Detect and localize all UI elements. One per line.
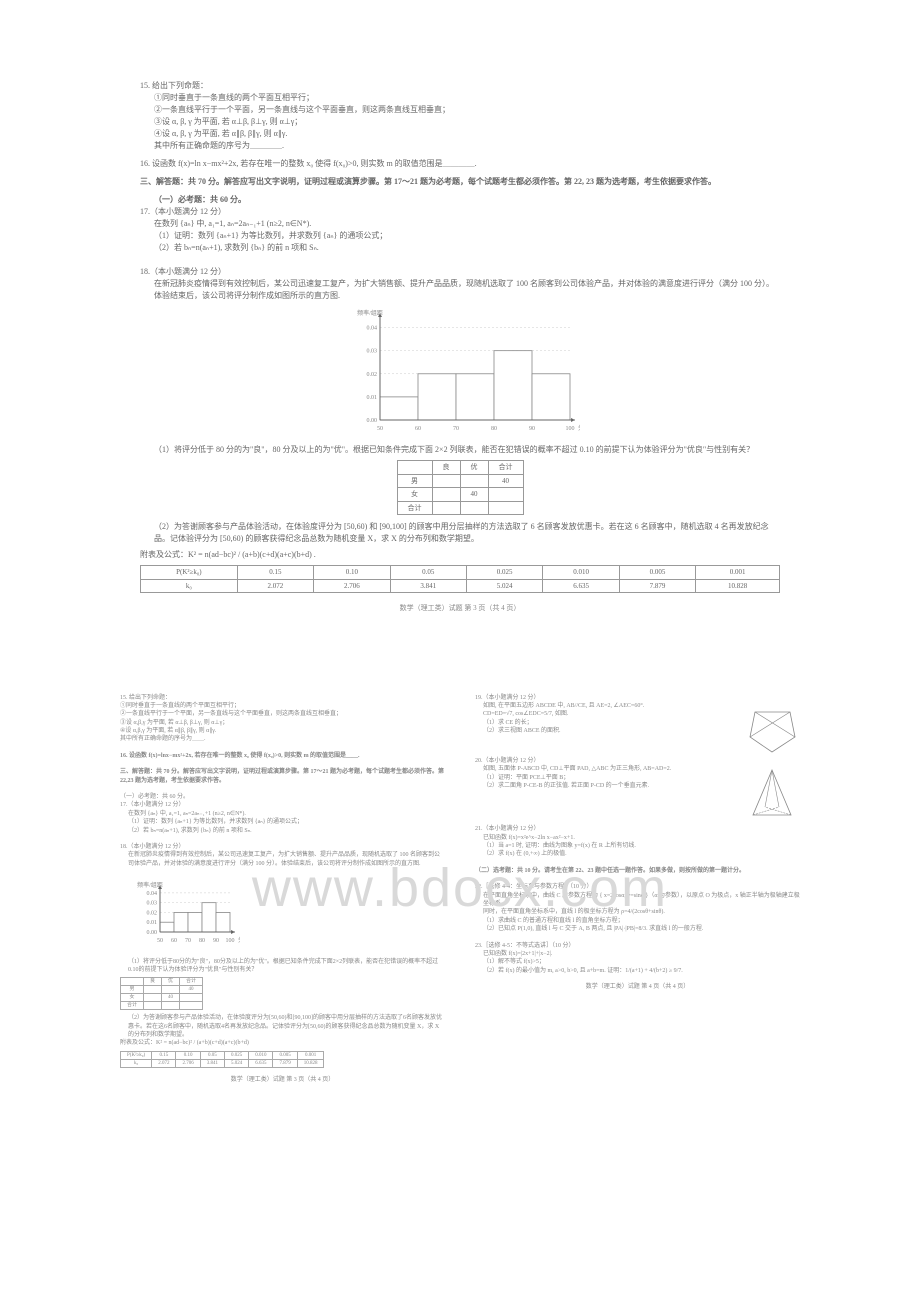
section-3-sub: （一）必考题：共 60 分。: [140, 194, 780, 206]
svg-text:90: 90: [529, 426, 535, 432]
p2-q23h: 23.［选修 4-5：不等式选讲］（10 分）: [475, 942, 800, 950]
q17-line1: 在数列 {aₙ} 中, a₁=1, aₙ=2aₙ₋₁+1 (n≥2, n∈N*)…: [140, 218, 780, 230]
p2-q17h: 17.（本小题满分 12 分）: [120, 801, 445, 809]
p2-q20h: 20.（本小题满分 12 分）: [475, 757, 800, 765]
p2-chi-table: P(K²≥k₀)0.150.100.050.0250.0100.0050.001…: [120, 1051, 324, 1068]
p2-q21b: 已知函数 f(x)=x²e^x−2ln x−ax²−x+1. （1）当 a=1 …: [475, 834, 800, 859]
p2-q18intro: 在新冠肺炎疫情得到有效控制后，某公司迅速复工复产，为扩大销售额、提升产品品质，现…: [120, 851, 445, 868]
svg-text:频率/组距: 频率/组距: [137, 881, 163, 889]
svg-text:90: 90: [213, 938, 219, 944]
svg-text:0.02: 0.02: [367, 372, 378, 378]
svg-text:0.03: 0.03: [367, 349, 378, 355]
svg-text:0.00: 0.00: [367, 418, 378, 424]
p2-q18p2: （2）为答谢顾客参与产品体验活动，在体验度评分为[50,60)和[90,100]…: [120, 1014, 445, 1039]
q18-chi-square-table: P(K²≥k₀)0.150.100.050.0250.0100.0050.001…: [140, 565, 780, 593]
svg-text:60: 60: [415, 426, 421, 432]
q18-part1: （1）将评分低于 80 分的为"良"，80 分及以上的为"优"。根据已知条件完成…: [140, 444, 780, 456]
q18-head: 18.（本小题满分 12 分）: [140, 266, 780, 278]
svg-text:分数: 分数: [238, 936, 240, 944]
p2-q23b: 已知函数 f(x)=|2x+1|+|x−2|. （1）解不等式 f(x)>5； …: [475, 950, 800, 975]
svg-text:0.04: 0.04: [367, 326, 378, 332]
q15-stem: 15. 给出下列命题：: [140, 80, 780, 92]
p2-q20-block: 如图, 五面体 P-ABCD 中, CD⊥平面 PAD, △ABC 为正三角形,…: [475, 765, 800, 790]
pentagon-figure: [745, 702, 800, 757]
svg-text:80: 80: [199, 938, 205, 944]
svg-text:50: 50: [157, 938, 163, 944]
q17-line2: （1）证明：数列 {aₙ+1} 为等比数列，并求数列 {aₙ} 的通项公式；: [140, 230, 780, 242]
p2-sec3-title: 三、解答题：共 70 分。解答应写出文字说明，证明过程或演算步骤。第 17～21…: [120, 768, 445, 785]
page2-left-column: 15. 给出下列命题： ①同时垂直于一条直线的两个平面互相平行； ②一条直线平行…: [120, 694, 445, 1085]
p2-q19-block: 如图, 在平面五边形 ABCDE 中, AB//CE, 且 AE=2, ∠AEC…: [475, 702, 800, 736]
page2-right-column: 19.（本小题满分 12 分） 如图, 在平面五边形 ABCDE 中, AB//…: [475, 694, 800, 1085]
svg-text:100: 100: [566, 426, 575, 432]
pyramid-figure: [745, 765, 800, 825]
svg-text:70: 70: [453, 426, 459, 432]
q15-item-3: ③设 α, β, γ 为平面, 若 α⊥β, β⊥γ, 则 α⊥γ；: [140, 116, 780, 128]
q15-item-1: ①同时垂直于一条直线的两个平面互相平行；: [140, 92, 780, 104]
q18-formula: 附表及公式：K² = n(ad−bc)² / (a+b)(c+d)(a+c)(b…: [140, 549, 780, 561]
svg-text:80: 80: [491, 426, 497, 432]
p2-q17b: 在数列 {aₙ} 中, a₁=1, aₙ=2aₙ₋₁+1 (n≥2, n∈N*)…: [120, 810, 445, 835]
svg-text:0.01: 0.01: [367, 395, 378, 401]
p2-q22b: 在平面直角坐标系中，曲线 C 的参数方程为 { x=2cosα, y=sinα …: [475, 892, 800, 934]
q17-head: 17.（本小题满分 12 分）: [140, 206, 780, 218]
p2-histogram: 0.00 0.01 0.02 0.03 0.04 50 60 70 80 90 100分数 频率/组距: [120, 880, 240, 950]
svg-text:0.00: 0.00: [147, 930, 158, 936]
q15-tail: 其中所有正确命题的序号为＿＿＿＿.: [140, 140, 780, 152]
q18-intro: 在新冠肺炎疫情得到有效控制后，某公司迅速复工复产，为扩大销售额、提升产品品质，现…: [140, 278, 780, 302]
p2-q18h: 18.（本小题满分 12 分）: [120, 843, 445, 851]
page-footer-1: 数学（理工类）试题 第 3 页（共 4 页）: [140, 603, 780, 614]
p2-secB: （二）选考题：共 10 分。请考生在第 22、23 题中任选一题作答。如果多做，…: [475, 867, 800, 875]
p2-q22h: 22.［选修 4-4：坐标系与参数方程］（10 分）: [475, 883, 800, 891]
svg-text:60: 60: [171, 938, 177, 944]
p2-q18formula: 附表及公式：K² = n(ad−bc)² / (a+b)(c+d)(a+c)(b…: [120, 1039, 445, 1047]
p2-q21h: 21.（本小题满分 12 分）: [475, 825, 800, 833]
q16-stem: 16. 设函数 f(x)=ln x−mx²+2x, 若存在唯一的整数 x₀ 使得…: [140, 158, 780, 170]
svg-text:0.02: 0.02: [147, 911, 158, 917]
q15-item-2: ②一条直线平行于一个平面，另一条直线与这个平面垂直，则这两条直线互相垂直；: [140, 104, 780, 116]
svg-text:70: 70: [185, 938, 191, 944]
page-1: 15. 给出下列命题： ①同时垂直于一条直线的两个平面互相平行； ②一条直线平行…: [0, 0, 920, 654]
svg-text:100: 100: [226, 938, 235, 944]
question-18: 18.（本小题满分 12 分） 在新冠肺炎疫情得到有效控制后，某公司迅速复工复产…: [140, 266, 780, 593]
svg-text:50: 50: [377, 426, 383, 432]
svg-text:0.03: 0.03: [147, 901, 158, 907]
svg-text:0.01: 0.01: [147, 920, 158, 926]
section-3-title: 三、解答题：共 70 分。解答应写出文字说明，证明过程或演算步骤。第 17～21…: [140, 176, 780, 188]
p2-q18p1: （1）将评分低于80分的为"良"，80分及以上的为"优"。根据已知条件完成下面2…: [120, 958, 445, 975]
p2-sec3-sub: （一）必考题：共 60 分。: [120, 793, 445, 801]
q18-histogram: 0.00 0.01 0.02 0.03 0.04 50 60 70 80 90 100分数 频率/组距: [340, 308, 580, 438]
q18-contingency-table: 良优合计男40女40合计: [397, 460, 524, 515]
question-16: 16. 设函数 f(x)=ln x−mx²+2x, 若存在唯一的整数 x₀ 使得…: [140, 158, 780, 170]
question-17: 17.（本小题满分 12 分） 在数列 {aₙ} 中, a₁=1, aₙ=2aₙ…: [140, 206, 780, 254]
p2-q16: 16. 设函数 f(x)=lnx−mx²+2x, 若存在唯一的整数 x₀ 使得 …: [120, 752, 445, 760]
q15-item-4: ④设 α, β, γ 为平面, 若 α∥β, β∥γ, 则 α∥γ.: [140, 128, 780, 140]
p2-q19h: 19.（本小题满分 12 分）: [475, 694, 800, 702]
p2-left-footer: 数学（理工类）试题 第 3 页（共 4 页）: [120, 1076, 445, 1084]
svg-text:分数: 分数: [578, 424, 580, 432]
q18-part2: （2）为答谢顾客参与产品体验活动，在体验度评分为 [50,60) 和 [90,1…: [140, 521, 780, 545]
question-15: 15. 给出下列命题： ①同时垂直于一条直线的两个平面互相平行； ②一条直线平行…: [140, 80, 780, 152]
p2-right-footer: 数学（理工类）试题 第 4 页（共 4 页）: [475, 983, 800, 991]
q17-line3: （2）若 bₙ=n(aₙ+1), 求数列 {bₙ} 的前 n 项和 Sₙ.: [140, 242, 780, 254]
svg-text:0.04: 0.04: [147, 891, 158, 897]
svg-text:频率/组距: 频率/组距: [357, 309, 383, 317]
p2-contingency-table: 良优合计男40女40合计: [120, 977, 203, 1010]
p2-q15: 15. 给出下列命题： ①同时垂直于一条直线的两个平面互相平行； ②一条直线平行…: [120, 694, 445, 744]
page-2: www.bdocx.com 15. 给出下列命题： ①同时垂直于一条直线的两个平…: [0, 654, 920, 1125]
